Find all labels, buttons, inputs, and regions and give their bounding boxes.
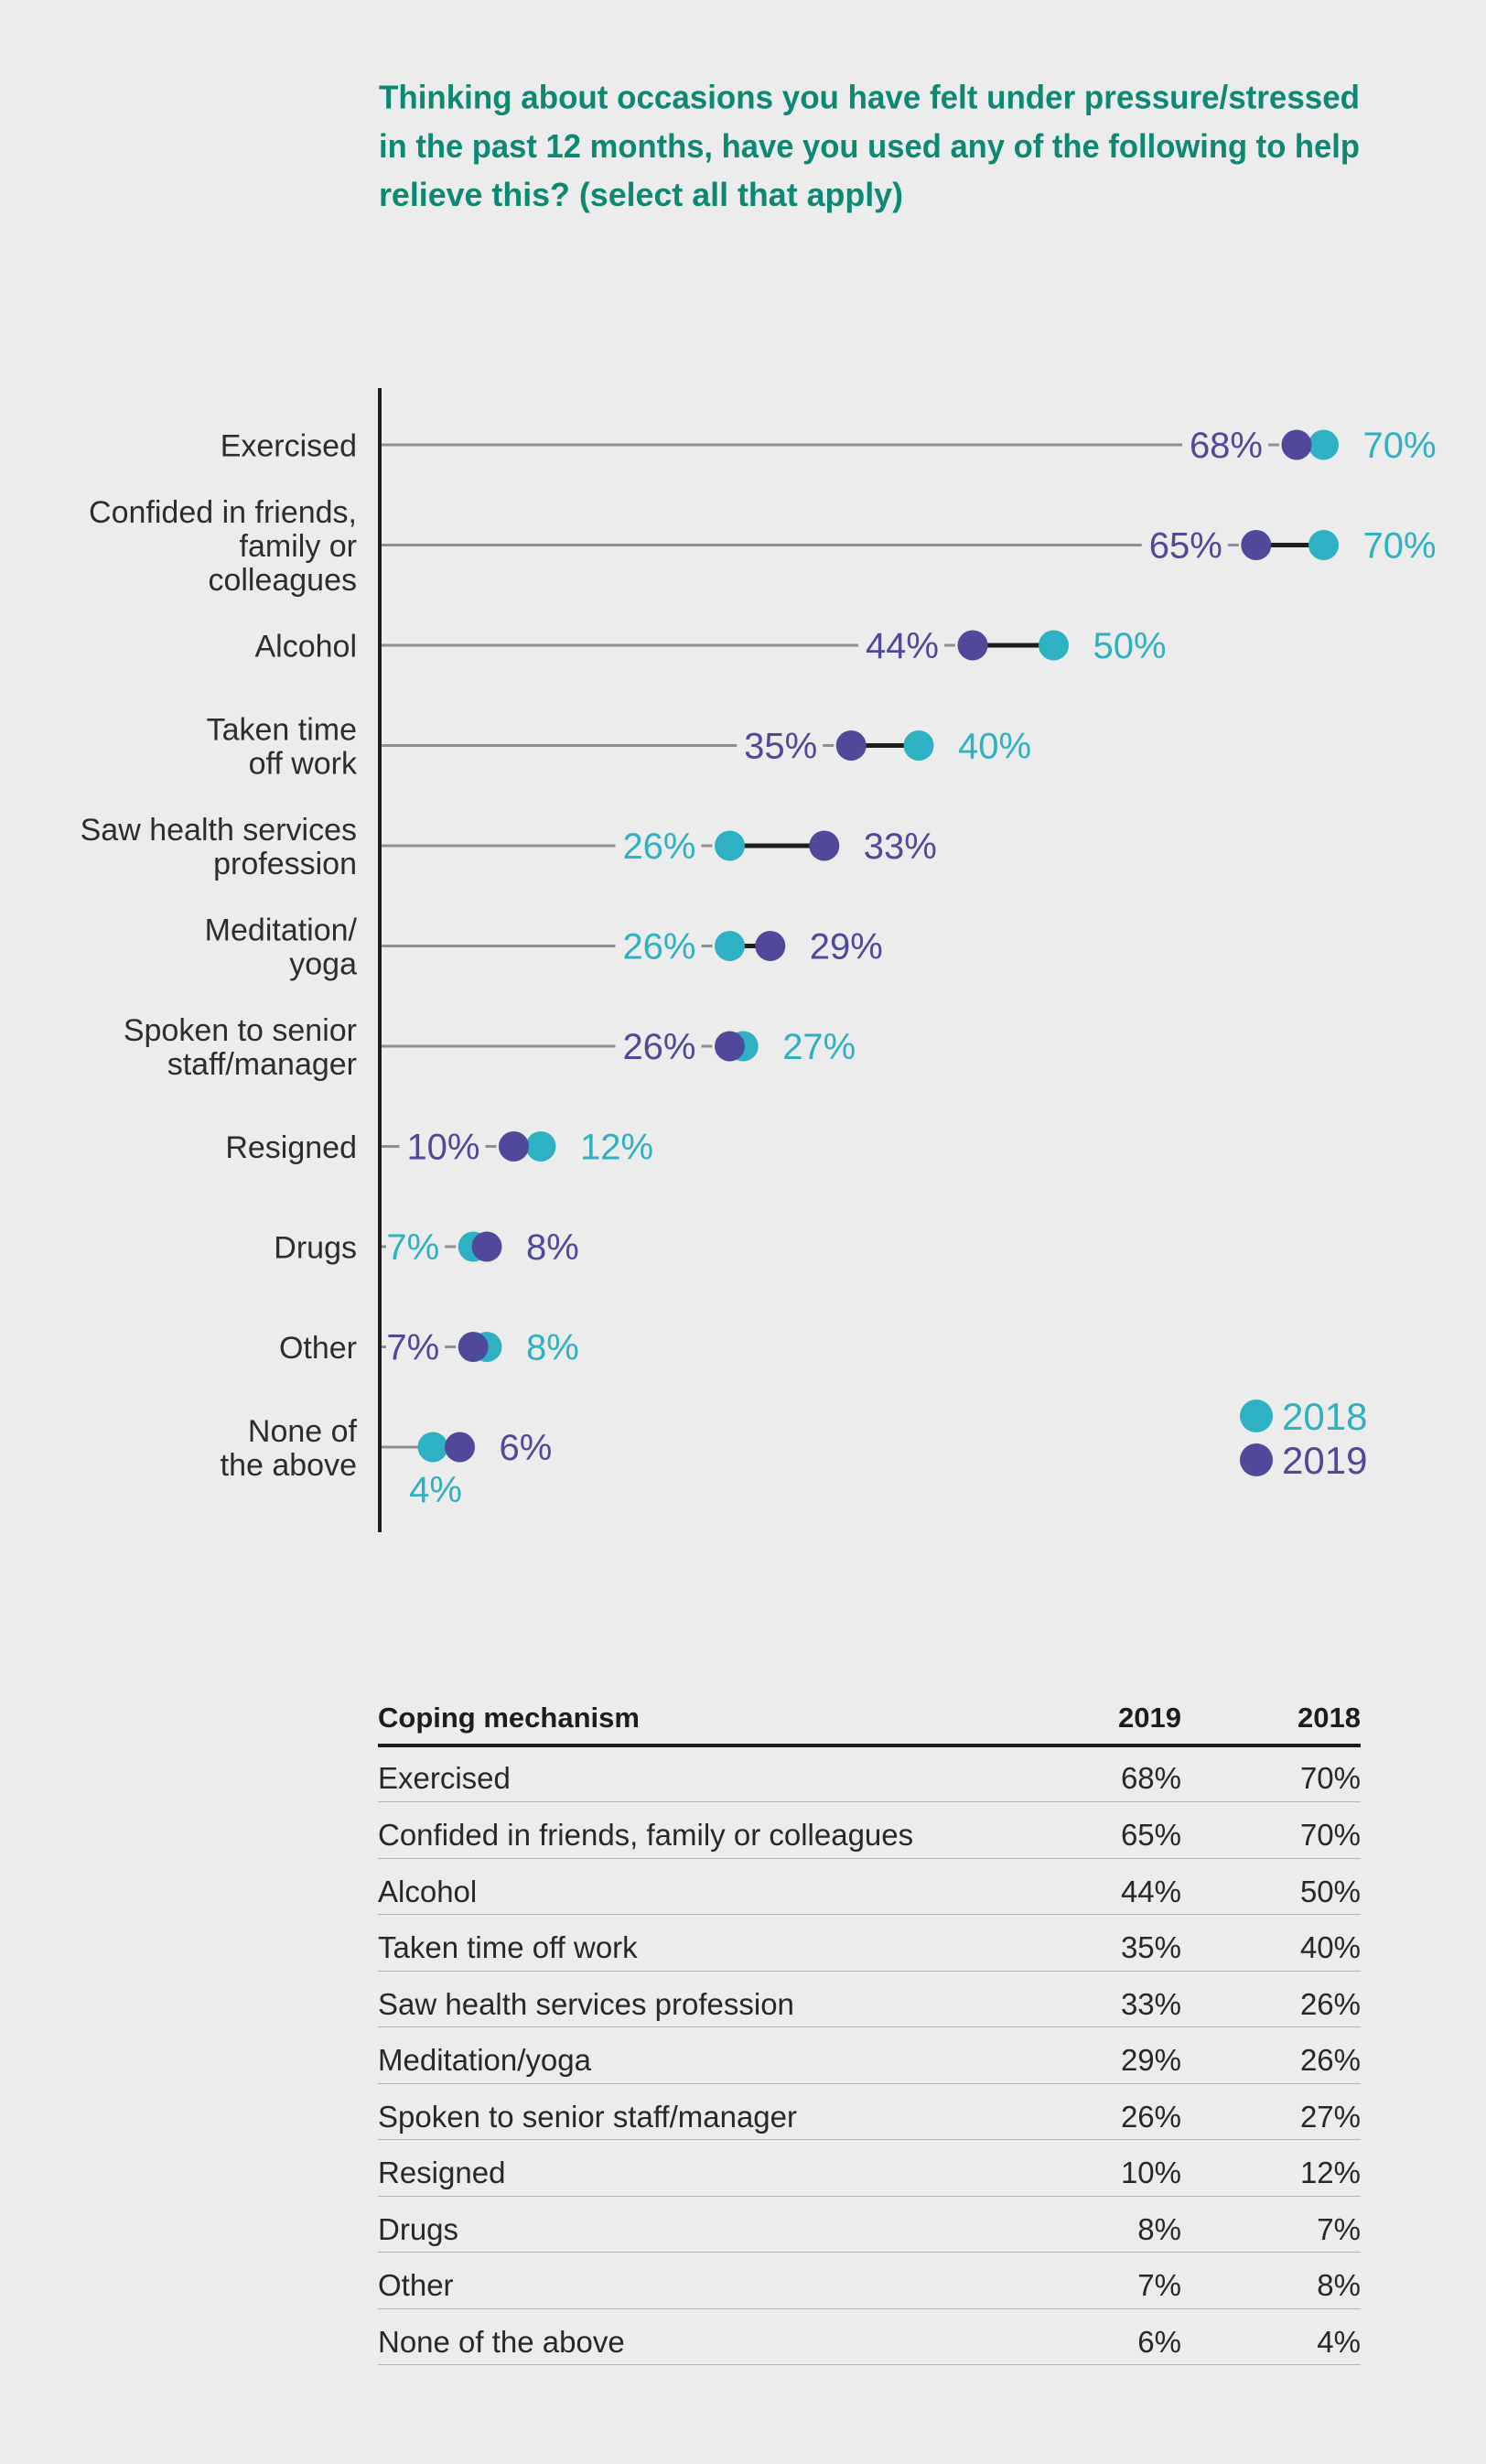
svg-text:4%: 4%: [409, 1470, 462, 1510]
svg-text:Drugs: Drugs: [274, 1230, 357, 1265]
svg-text:33%: 33%: [864, 827, 937, 867]
svg-text:7%: 7%: [386, 1328, 439, 1368]
svg-text:Alcohol: Alcohol: [254, 629, 357, 664]
svg-text:44%: 44%: [866, 626, 939, 666]
svg-text:26%: 26%: [622, 827, 695, 867]
svg-text:10%: 10%: [406, 1128, 479, 1168]
svg-text:yoga: yoga: [289, 946, 357, 981]
svg-text:26%: 26%: [622, 1027, 695, 1067]
svg-text:70%: 70%: [1363, 526, 1437, 567]
svg-text:6%: 6%: [500, 1428, 553, 1468]
svg-text:off work: off work: [249, 746, 358, 781]
svg-text:Saw health services: Saw health services: [81, 813, 357, 848]
svg-text:8%: 8%: [526, 1227, 579, 1268]
svg-text:29%: 29%: [810, 927, 883, 967]
svg-text:50%: 50%: [1093, 626, 1167, 666]
svg-text:in the past 12 months, have yo: in the past 12 months, have you used any…: [379, 127, 1360, 165]
svg-text:colleagues: colleagues: [208, 563, 357, 598]
svg-text:Meditation/: Meditation/: [205, 913, 358, 947]
svg-text:Exercised: Exercised: [221, 428, 357, 463]
svg-text:Taken time: Taken time: [207, 712, 357, 747]
svg-text:None of: None of: [248, 1414, 358, 1449]
svg-text:Spoken to senior: Spoken to senior: [124, 1013, 357, 1048]
svg-text:Other: Other: [279, 1331, 357, 1366]
svg-text:12%: 12%: [580, 1128, 653, 1168]
svg-text:26%: 26%: [622, 927, 695, 967]
svg-text:Confided in friends,: Confided in friends,: [89, 495, 357, 530]
svg-text:Thinking about occasions you h: Thinking about occasions you have felt u…: [379, 79, 1360, 116]
svg-text:relieve this? (select all that: relieve this? (select all that apply): [379, 176, 903, 213]
svg-text:family or: family or: [240, 529, 357, 564]
svg-text:35%: 35%: [744, 727, 817, 767]
svg-text:8%: 8%: [526, 1328, 579, 1368]
svg-text:65%: 65%: [1149, 526, 1222, 567]
svg-text:staff/manager: staff/manager: [167, 1047, 357, 1082]
svg-text:2019: 2019: [1282, 1439, 1367, 1482]
svg-text:40%: 40%: [958, 727, 1031, 767]
svg-text:2018: 2018: [1282, 1395, 1367, 1438]
svg-text:profession: profession: [213, 847, 357, 881]
svg-text:70%: 70%: [1363, 426, 1437, 466]
svg-text:7%: 7%: [386, 1227, 439, 1268]
svg-text:the above: the above: [221, 1448, 357, 1483]
svg-text:68%: 68%: [1190, 426, 1263, 466]
svg-text:27%: 27%: [782, 1027, 856, 1067]
svg-text:Resigned: Resigned: [225, 1130, 357, 1165]
